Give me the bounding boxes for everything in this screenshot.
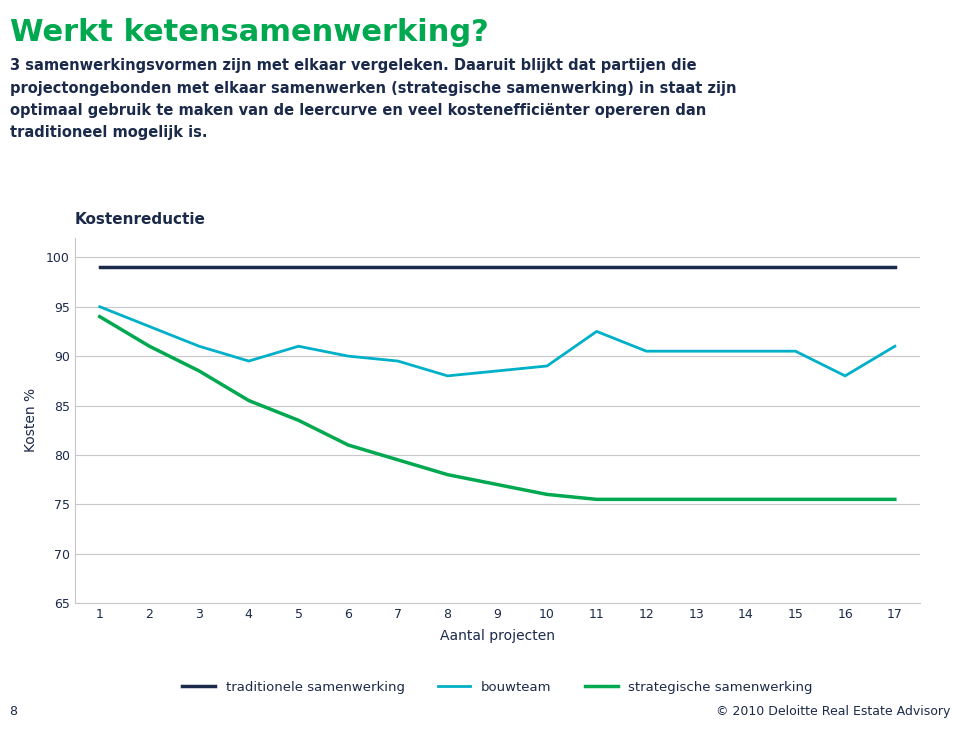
Text: 8: 8 bbox=[10, 705, 17, 718]
Text: 3 samenwerkingsvormen zijn met elkaar vergeleken. Daaruit blijkt dat partijen di: 3 samenwerkingsvormen zijn met elkaar ve… bbox=[10, 58, 736, 140]
Legend: traditionele samenwerking, bouwteam, strategische samenwerking: traditionele samenwerking, bouwteam, str… bbox=[177, 675, 818, 699]
Text: Werkt ketensamenwerking?: Werkt ketensamenwerking? bbox=[10, 18, 489, 48]
Text: © 2010 Deloitte Real Estate Advisory: © 2010 Deloitte Real Estate Advisory bbox=[716, 705, 950, 718]
X-axis label: Aantal projecten: Aantal projecten bbox=[440, 629, 555, 643]
Y-axis label: Kosten %: Kosten % bbox=[24, 388, 37, 452]
Text: Kostenreductie: Kostenreductie bbox=[75, 212, 205, 227]
